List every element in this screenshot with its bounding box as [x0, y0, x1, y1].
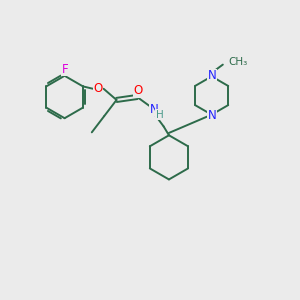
Text: N: N [150, 103, 159, 116]
Text: F: F [62, 63, 68, 76]
Text: H: H [156, 110, 164, 120]
Text: O: O [133, 84, 142, 97]
Text: N: N [208, 109, 217, 122]
Text: N: N [208, 69, 217, 82]
Text: CH₃: CH₃ [228, 57, 248, 67]
Text: O: O [94, 82, 103, 95]
